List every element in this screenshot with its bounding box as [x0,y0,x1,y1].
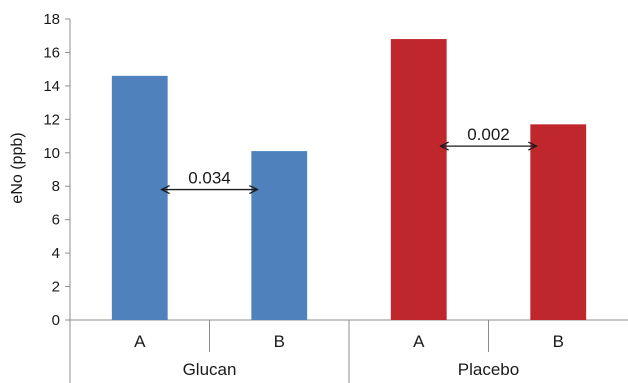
bar-placebo-a [390,39,447,321]
y-tick-label: 10 [43,145,60,162]
x-category-label: A [413,332,425,351]
p-value-label: 0.034 [188,169,231,188]
annotations: 0.034 0.002 [162,125,537,189]
y-tick-label: 2 [52,279,60,296]
bars [111,39,587,321]
x-category-label: B [274,332,285,351]
y-tick-label: 4 [52,245,60,262]
labels: 0 2 4 6 8 10 12 14 16 18 A B Glucan A B Placebo [43,11,564,379]
bar-glucan-a [111,75,168,320]
x-category-label: B [553,332,564,351]
y-tick-label: 0 [52,312,60,329]
x-group-label: Glucan [183,360,237,379]
y-tick-label: 16 [43,44,60,61]
bar-placebo-b [530,124,587,320]
y-axis-title: eNo (ppb) [9,132,26,203]
y-tick-label: 6 [52,212,60,229]
y-tick-label: 18 [43,11,60,28]
y-tick-label: 8 [52,178,60,195]
p-value-label: 0.002 [467,125,510,144]
y-tick-label: 14 [43,78,60,95]
x-group-label: Placebo [458,360,519,379]
bar-glucan-b [251,151,308,320]
x-category-label: A [134,332,146,351]
y-tick-label: 12 [43,111,60,128]
